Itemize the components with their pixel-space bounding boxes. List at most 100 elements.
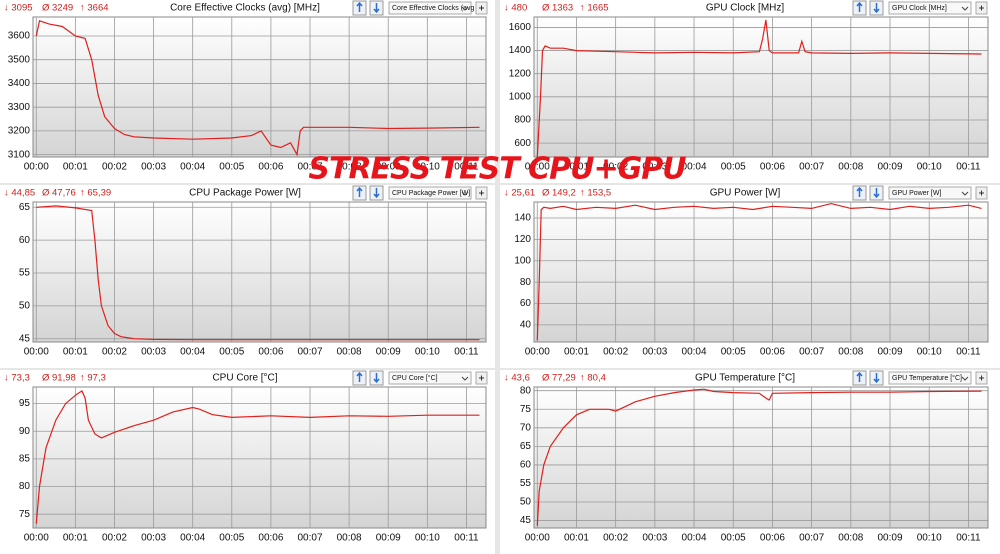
x-tick-label: 00:00 xyxy=(24,162,49,173)
y-tick-label: 1000 xyxy=(509,91,532,102)
data-line xyxy=(36,205,480,341)
tool-icon xyxy=(356,1,363,12)
data-line xyxy=(35,20,480,157)
x-tick-label: 00:02 xyxy=(603,347,628,358)
y-tick-label: 3100 xyxy=(8,149,31,160)
x-tick-label: 00:01 xyxy=(63,162,88,173)
x-tick-label: 00:05 xyxy=(721,347,746,358)
y-tick-label: 75 xyxy=(520,404,532,415)
x-tick-label: 00:10 xyxy=(917,347,942,358)
x-tick-label: 00:04 xyxy=(180,347,205,358)
x-tick-label: 00:07 xyxy=(799,347,824,358)
x-tick-label: 00:09 xyxy=(877,347,902,358)
chart-panel: ↓ 43,6 Ø 77,29 ↑ 80,4 GPU Temperature [°C] G… xyxy=(500,370,1000,554)
x-tick-label: 00:00 xyxy=(525,533,550,544)
x-tick-label: 00:09 xyxy=(877,533,902,544)
stat-label: ↑ 1665 xyxy=(580,3,609,14)
plot-area xyxy=(32,16,487,158)
stat-label: ↓ 43,6 xyxy=(504,373,530,384)
y-tick-label: 80 xyxy=(19,481,31,492)
x-tick-label: 00:10 xyxy=(917,533,942,544)
selector-label: GPU Clock [MHz] xyxy=(892,5,947,12)
tool-icon xyxy=(856,186,863,197)
selector[interactable] xyxy=(888,186,972,200)
chart-title: GPU Power [W] xyxy=(710,188,781,199)
stat-label: ↑ 153,5 xyxy=(580,188,611,199)
selector-label: GPU Temperature [°C] xyxy=(892,374,962,382)
y-tick-label: 45 xyxy=(520,515,532,526)
x-tick-label: 00:10 xyxy=(415,347,440,358)
x-tick-label: 00:11 xyxy=(454,162,479,173)
x-tick-label: 00:05 xyxy=(219,162,244,173)
x-tick-label: 00:01 xyxy=(564,533,589,544)
y-tick-label: 65 xyxy=(19,202,31,213)
y-tick-label: 60 xyxy=(19,235,31,246)
stat-label: ↓ 480 xyxy=(504,3,527,14)
chart-panel: ↓ 44,85 Ø 47,76 ↑ 65,39 CPU Package Power [… xyxy=(0,185,495,368)
x-tick-label: 00:10 xyxy=(917,162,942,173)
y-tick-label: 140 xyxy=(514,213,531,224)
y-tick-label: 3500 xyxy=(8,54,31,65)
x-tick-label: 00:01 xyxy=(63,533,88,544)
x-tick-label: 00:03 xyxy=(642,347,667,358)
x-tick-label: 00:09 xyxy=(376,162,401,173)
x-tick-label: 00:06 xyxy=(760,347,785,358)
plot-area xyxy=(533,386,989,529)
x-tick-label: 00:05 xyxy=(721,533,746,544)
chart-title: Core Effective Clocks (avg) [MHz] xyxy=(170,3,320,14)
overlay-title: STRESS TEST CPU+GPU xyxy=(308,152,686,187)
x-tick-label: 00:06 xyxy=(760,533,785,544)
stat-label: ↑ 80,4 xyxy=(580,373,606,384)
selector-arrow xyxy=(461,191,469,196)
x-tick-label: 00:03 xyxy=(642,533,667,544)
tool-icon xyxy=(873,188,880,199)
y-tick-label: 90 xyxy=(19,426,31,437)
selector[interactable] xyxy=(888,1,972,15)
selector-label: Core Effective Clocks (avg xyxy=(392,5,474,12)
y-tick-label: 40 xyxy=(520,320,532,331)
chart-panel: ↓ 3095 Ø 3249 ↑ 3664 Core Effective Clocks … xyxy=(0,0,495,183)
selector-arrow xyxy=(961,191,969,196)
x-tick-label: 00:03 xyxy=(141,347,166,358)
y-tick-label: 80 xyxy=(520,277,532,288)
selector[interactable] xyxy=(388,371,472,385)
x-tick-label: 00:07 xyxy=(297,162,322,173)
x-tick-label: 00:01 xyxy=(564,162,589,173)
x-tick-label: 00:02 xyxy=(102,533,127,544)
add-icon xyxy=(979,5,984,11)
x-tick-label: 00:11 xyxy=(956,162,981,173)
stat-label: ↓ 44,85 xyxy=(4,188,35,199)
x-tick-label: 00:08 xyxy=(337,347,362,358)
x-tick-label: 00:02 xyxy=(102,162,127,173)
x-tick-label: 00:08 xyxy=(337,162,362,173)
chart-title: GPU Temperature [°C] xyxy=(695,373,795,384)
x-tick-label: 00:06 xyxy=(258,162,283,173)
x-tick-label: 00:08 xyxy=(838,162,863,173)
selector[interactable] xyxy=(388,186,472,200)
x-tick-label: 00:08 xyxy=(337,533,362,544)
y-tick-label: 3600 xyxy=(8,31,31,42)
tool-icon xyxy=(373,373,380,384)
stat-label: ↓ 25,61 xyxy=(504,188,535,199)
y-tick-label: 100 xyxy=(514,255,531,266)
y-tick-label: 1400 xyxy=(509,45,532,56)
chart-panel: ↓ 480 Ø 1363 ↑ 1665 GPU Clock [MHz] GPU Cloc… xyxy=(500,0,1000,183)
selector[interactable] xyxy=(388,1,472,15)
x-tick-label: 00:07 xyxy=(799,533,824,544)
x-tick-label: 00:08 xyxy=(838,533,863,544)
y-tick-label: 45 xyxy=(19,333,31,344)
selector[interactable] xyxy=(888,371,972,385)
y-tick-label: 85 xyxy=(19,454,31,465)
x-tick-label: 00:11 xyxy=(956,347,981,358)
y-tick-label: 120 xyxy=(514,234,531,245)
x-tick-label: 00:09 xyxy=(376,347,401,358)
x-tick-label: 00:07 xyxy=(799,162,824,173)
x-tick-label: 00:00 xyxy=(24,533,49,544)
x-tick-label: 00:10 xyxy=(415,533,440,544)
stat-label: ↑ 97,3 xyxy=(80,373,106,384)
x-tick-label: 00:04 xyxy=(180,533,205,544)
x-tick-label: 00:04 xyxy=(682,347,707,358)
x-tick-label: 00:11 xyxy=(454,347,479,358)
y-tick-label: 60 xyxy=(520,460,532,471)
